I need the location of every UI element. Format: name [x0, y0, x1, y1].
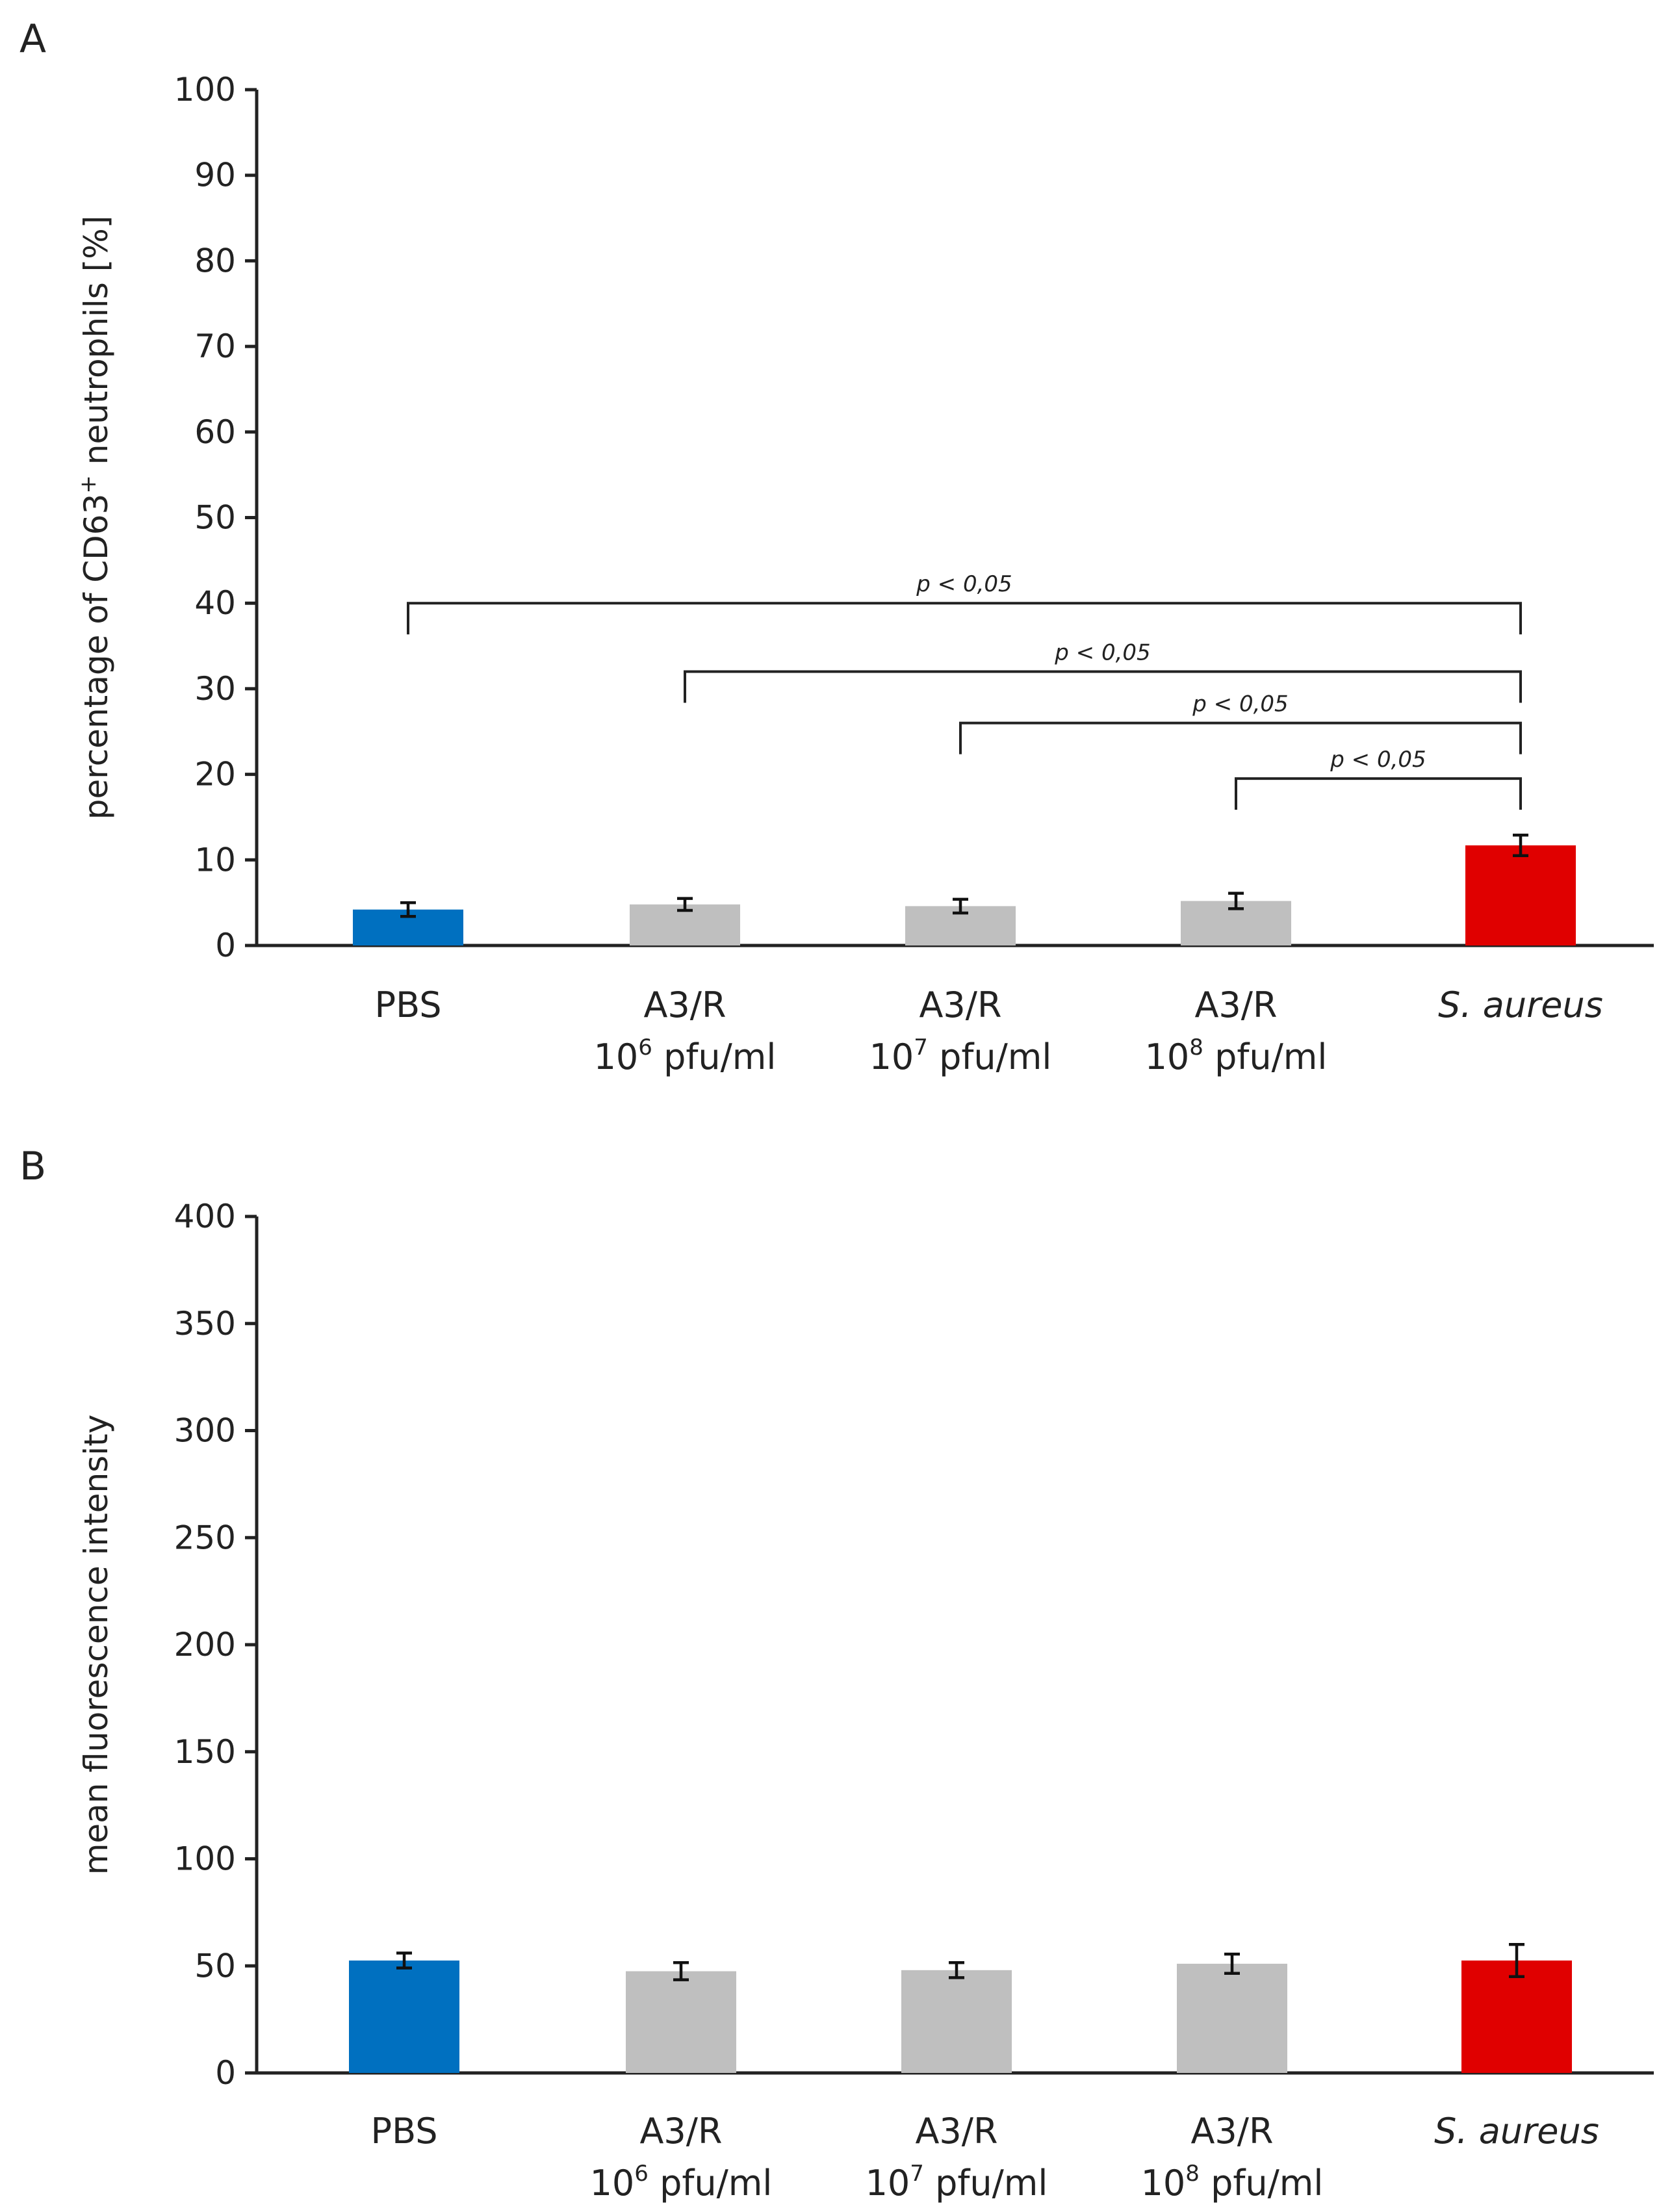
significance-bracket [408, 603, 1521, 634]
bar [901, 1970, 1012, 2073]
y-tick-label: 30 [194, 670, 236, 708]
y-axis-label: mean fluorescence intensity [77, 1415, 115, 1875]
category-dose-label: 108 pfu/ml [1145, 1035, 1328, 1077]
significance-label: p < 0,05 [1330, 747, 1426, 773]
dose-unit: pfu/ml [649, 2163, 772, 2204]
dose-unit: pfu/ml [928, 1036, 1051, 1077]
bar [349, 1961, 459, 2073]
y-axis-label-superscript: + [75, 475, 101, 494]
dose-base: 10 [590, 2163, 635, 2204]
significance-bracket [1236, 778, 1521, 810]
dose-unit: pfu/ml [1203, 1036, 1327, 1077]
dose-exponent: 7 [914, 1035, 928, 1061]
y-tick-label: 400 [174, 1198, 236, 1235]
dose-exponent: 8 [1185, 2161, 1200, 2187]
dose-base: 10 [1141, 2163, 1186, 2204]
category-label: A3/R [915, 2111, 997, 2152]
dose-base: 10 [1145, 1036, 1190, 1077]
significance-label: p < 0,05 [916, 571, 1012, 597]
dose-base: 10 [869, 1036, 914, 1077]
significance-bracket [960, 723, 1521, 754]
y-tick-label: 10 [194, 841, 236, 879]
category-label: S. aureus [1434, 2111, 1599, 2152]
y-tick-label: 0 [215, 927, 236, 964]
panel-a: A 0 10 20 30 40 50 60 70 80 90 100 percentage of CD6… [19, 16, 1654, 1077]
category-label: A3/R [643, 984, 726, 1025]
y-tick-label: 80 [194, 242, 236, 279]
bar [1465, 845, 1576, 945]
category-label: S. aureus [1438, 984, 1603, 1025]
y-axis-label: percentage of CD63+ neutrophils [%] [75, 216, 115, 820]
category-label: PBS [375, 984, 442, 1025]
y-tick-label: 20 [194, 756, 236, 793]
y-axis-label-end: neutrophils [%] [77, 216, 115, 475]
bar [1177, 1964, 1287, 2073]
category-label: PBS [371, 2111, 438, 2152]
dose-base: 10 [866, 2163, 910, 2204]
dose-exponent: 6 [634, 2161, 649, 2187]
y-tick-label: 90 [194, 157, 236, 194]
dose-unit: pfu/ml [652, 1036, 776, 1077]
figure: A0102030405060708090100percentage of CD6… [0, 0, 1659, 2212]
category-dose-label: 106 pfu/ml [594, 1035, 777, 1077]
y-tick-label: 50 [194, 499, 236, 537]
y-axis-label-text: mean fluorescence intensity [77, 1415, 115, 1875]
category-label: A3/R [1194, 984, 1277, 1025]
y-tick-label: 0 [215, 2054, 236, 2092]
y-tick-label: 200 [174, 1626, 236, 1664]
y-tick-label: 150 [174, 1733, 236, 1771]
category-dose-label: 107 pfu/ml [866, 2161, 1048, 2204]
y-tick-label: 60 [194, 413, 236, 451]
category-dose-label: 107 pfu/ml [869, 1035, 1052, 1077]
category-label: A3/R [639, 2111, 722, 2152]
y-tick-label: 70 [194, 328, 236, 365]
significance-label: p < 0,05 [1192, 691, 1288, 717]
bar [626, 1971, 736, 2073]
dose-unit: pfu/ml [1200, 2163, 1323, 2204]
category-label: A3/R [1190, 2111, 1273, 2152]
dose-unit: pfu/ml [924, 2163, 1048, 2204]
y-tick-label: 250 [174, 1519, 236, 1556]
dose-base: 10 [594, 1036, 639, 1077]
dose-exponent: 6 [638, 1035, 652, 1061]
y-tick-label: 350 [174, 1305, 236, 1343]
dose-exponent: 7 [910, 2161, 924, 2187]
category-dose-label: 108 pfu/ml [1141, 2161, 1324, 2204]
y-tick-label: 100 [174, 1840, 236, 1878]
dose-exponent: 8 [1189, 1035, 1203, 1061]
panel-b: B 0 50 100 150 200 250 300 350 400 mean fluorescen… [19, 1144, 1654, 2204]
significance-label: p < 0,05 [1054, 640, 1150, 666]
y-axis-label-text: percentage of CD63 [77, 494, 115, 820]
category-dose-label: 106 pfu/ml [590, 2161, 773, 2204]
y-tick-label: 40 [194, 584, 236, 622]
panel-label: A [19, 16, 46, 62]
y-tick-label: 300 [174, 1412, 236, 1450]
category-label: A3/R [919, 984, 1001, 1025]
y-tick-label: 100 [174, 71, 236, 109]
significance-bracket [685, 672, 1521, 703]
panel-label: B [19, 1144, 46, 1189]
y-tick-label: 50 [194, 1947, 236, 1985]
